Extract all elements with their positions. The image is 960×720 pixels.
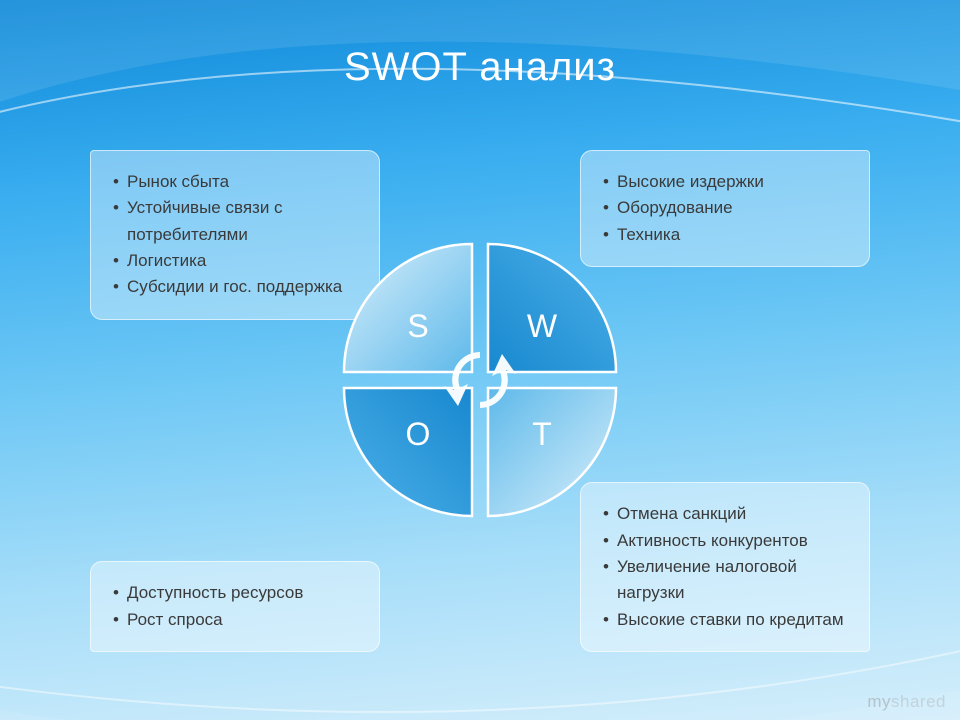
cycle-arrows-icon — [440, 340, 520, 420]
weaknesses-box: Высокие издержки Оборудование Техника — [580, 150, 870, 267]
opportunities-list: Доступность ресурсов Рост спроса — [113, 580, 361, 633]
watermark: myshared — [867, 692, 946, 712]
list-item: Увеличение налоговой нагрузки — [603, 554, 851, 607]
slide-title: SWOT анализ — [0, 45, 960, 90]
strengths-list: Рынок сбыта Устойчивые связи с потребите… — [113, 169, 361, 301]
swot-circle: S W O — [340, 240, 620, 520]
watermark-part2: shared — [891, 692, 946, 711]
opportunities-box: Доступность ресурсов Рост спроса — [90, 561, 380, 652]
list-item: Активность конкурентов — [603, 528, 851, 554]
letter-w: W — [527, 308, 557, 345]
list-item: Рынок сбыта — [113, 169, 361, 195]
list-item: Доступность ресурсов — [113, 580, 361, 606]
threats-list: Отмена санкций Активность конкурентов Ув… — [603, 501, 851, 633]
list-item: Логистика — [113, 248, 361, 274]
list-item: Высокие издержки — [603, 169, 851, 195]
strengths-box: Рынок сбыта Устойчивые связи с потребите… — [90, 150, 380, 320]
weaknesses-list: Высокие издержки Оборудование Техника — [603, 169, 851, 248]
letter-t: T — [532, 416, 552, 453]
swot-diagram: Рынок сбыта Устойчивые связи с потребите… — [90, 150, 870, 670]
list-item: Высокие ставки по кредитам — [603, 607, 851, 633]
list-item: Отмена санкций — [603, 501, 851, 527]
threats-box: Отмена санкций Активность конкурентов Ув… — [580, 482, 870, 652]
letter-s: S — [407, 308, 428, 345]
watermark-part1: my — [867, 692, 891, 711]
letter-o: O — [406, 416, 431, 453]
list-item: Техника — [603, 222, 851, 248]
list-item: Оборудование — [603, 195, 851, 221]
list-item: Устойчивые связи с потребителями — [113, 195, 361, 248]
list-item: Субсидии и гос. поддержка — [113, 274, 361, 300]
list-item: Рост спроса — [113, 607, 361, 633]
slide: SWOT анализ Рынок сбыта Устойчивые связи… — [0, 0, 960, 720]
